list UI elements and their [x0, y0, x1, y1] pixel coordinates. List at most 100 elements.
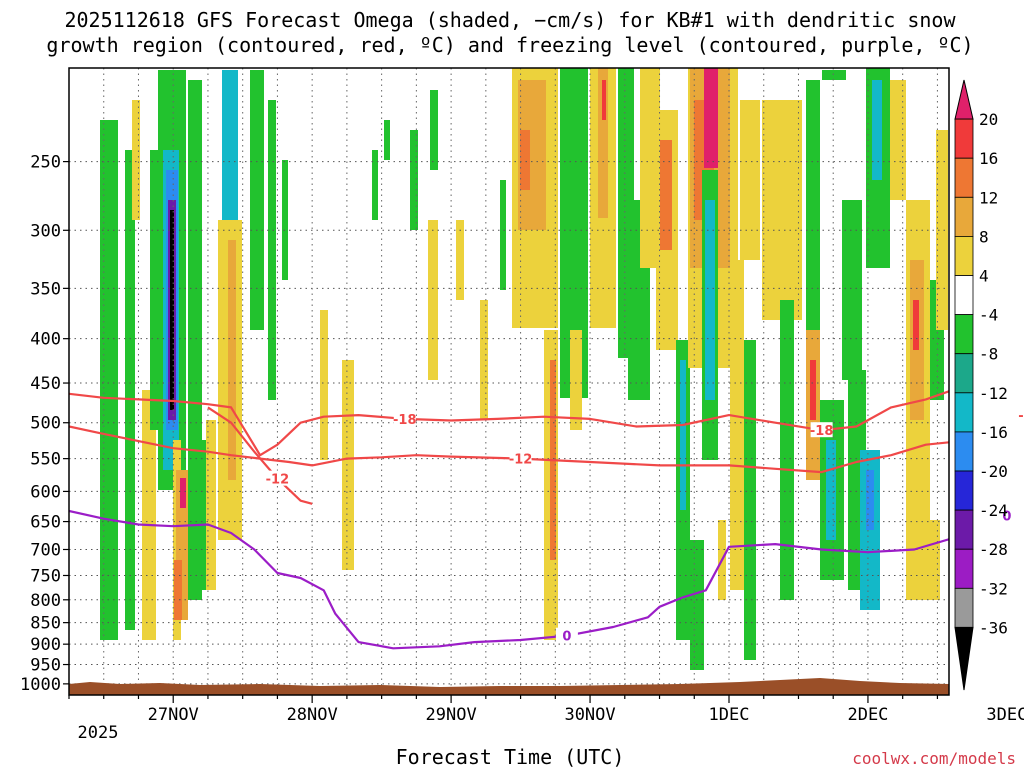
- x-tick-label: 2DEC: [847, 705, 888, 725]
- x-tick-label: 27NOV: [148, 705, 199, 725]
- omega-cell: [188, 80, 202, 600]
- omega-cell: [174, 560, 182, 620]
- omega-cell: [500, 180, 506, 290]
- omega-cell: [125, 150, 135, 630]
- omega-cell: [842, 200, 862, 380]
- omega-cell: [740, 100, 760, 260]
- contour-dgz-12c: [69, 425, 949, 474]
- omega-cell: [282, 160, 288, 280]
- colorbar-label: -4: [979, 306, 998, 325]
- y-tick-label: 800: [30, 591, 61, 611]
- omega-cell: [598, 68, 608, 218]
- omega-cell: [704, 68, 718, 168]
- colorbar-label: -16: [979, 423, 1008, 442]
- colorbar-swatch: [954, 275, 974, 316]
- contour-label-bg: [266, 470, 289, 486]
- y-tick-label: 300: [30, 221, 61, 241]
- colorbar-swatch: [954, 509, 974, 550]
- omega-cell: [826, 440, 836, 540]
- omega-cell: [170, 210, 174, 410]
- omega-cell: [810, 360, 816, 420]
- contour-label: 0: [562, 630, 571, 645]
- colorbar-swatch: [954, 236, 974, 276]
- y-tick-label: 700: [30, 540, 61, 560]
- omega-cell: [872, 80, 882, 180]
- omega-cell: [250, 70, 264, 330]
- colorbar-label: 20: [979, 110, 998, 129]
- contour-label: -18: [810, 424, 834, 439]
- y-tick-label: 400: [30, 330, 61, 350]
- y-tick-label: 250: [30, 153, 61, 173]
- colorbar-swatch: [954, 587, 974, 628]
- omega-cell: [730, 260, 744, 590]
- y-tick-label: 650: [30, 513, 61, 533]
- y-tick-label: 900: [30, 635, 61, 655]
- colorbar-swatch: [954, 196, 974, 237]
- chart-title-line1: 2025112618 GFS Forecast Omega (shaded, −…: [64, 8, 956, 32]
- omega-cell: [705, 200, 715, 400]
- x-tick-label: 29NOV: [426, 705, 477, 725]
- omega-cell: [384, 120, 390, 160]
- colorbar-label: 16: [979, 149, 998, 168]
- x-axis-label: Forecast Time (UTC): [396, 745, 625, 768]
- omega-cell: [372, 150, 378, 220]
- y-tick-label: 500: [30, 414, 61, 434]
- omega-cell: [660, 140, 672, 250]
- omega-shading: [100, 68, 948, 670]
- colorbar-swatch: [954, 470, 974, 511]
- x-tick-label: 3DEC: [986, 705, 1024, 725]
- omega-cell: [480, 300, 488, 420]
- contour-label: -18: [393, 413, 417, 428]
- colorbar-swatch: [954, 157, 974, 198]
- omega-cell: [744, 340, 756, 660]
- y-tick-label: 350: [30, 279, 61, 299]
- omega-cell: [200, 440, 210, 590]
- omega-cell: [806, 80, 820, 380]
- omega-cell: [780, 300, 794, 600]
- y-tick-label: 850: [30, 614, 61, 634]
- contour-label-bg: [810, 422, 833, 438]
- contour-label: -12: [266, 473, 290, 488]
- contour-label-bg: [509, 450, 532, 466]
- colorbar-swatch: [954, 548, 974, 589]
- x-axis: 27NOV28NOV29NOV30NOV1DEC2DEC3DEC4DEC: [68, 695, 1024, 725]
- omega-cell: [100, 120, 118, 640]
- contour-label-bg: [995, 507, 1018, 523]
- y-tick-label: 550: [30, 450, 61, 470]
- colorbar-swatch: [954, 353, 974, 394]
- contour-freezing-level-0c: [69, 509, 949, 650]
- omega-cell: [222, 70, 238, 220]
- omega-cell: [570, 330, 582, 430]
- colorbar-label: -32: [979, 579, 1008, 598]
- omega-cell: [320, 310, 328, 460]
- x-tick-label: 30NOV: [564, 705, 615, 725]
- colorbar-swatch: [954, 431, 974, 472]
- omega-cell: [822, 70, 846, 80]
- contour-label: -12: [1018, 409, 1024, 424]
- contour-label: 0: [1002, 510, 1011, 525]
- omega-cell: [890, 80, 906, 200]
- credit-link[interactable]: coolwx.com/models: [852, 749, 1016, 768]
- colorbar-label: -28: [979, 540, 1008, 559]
- contour-label-bg: [1019, 407, 1024, 423]
- colorbar-label: 12: [979, 188, 998, 207]
- x-tick-label: 28NOV: [287, 705, 338, 725]
- omega-cell: [180, 478, 186, 508]
- colorbar-label: -24: [979, 501, 1008, 520]
- colorbar-label: -8: [979, 345, 998, 364]
- omega-cell: [428, 220, 438, 380]
- omega-cell: [924, 520, 940, 600]
- colorbar-swatch: [954, 118, 974, 159]
- y-tick-label: 1000: [20, 675, 61, 695]
- y-axis: 2503003504004505005506006507007508008509…: [20, 153, 69, 695]
- omega-cell: [150, 150, 160, 430]
- omega-cell: [520, 130, 530, 190]
- omega-cell: [342, 360, 354, 570]
- colorbar-label: -20: [979, 462, 1008, 481]
- omega-cell: [456, 220, 464, 300]
- contour-label: -12: [509, 453, 533, 468]
- omega-cell: [680, 360, 686, 510]
- y-tick-label: 950: [30, 656, 61, 676]
